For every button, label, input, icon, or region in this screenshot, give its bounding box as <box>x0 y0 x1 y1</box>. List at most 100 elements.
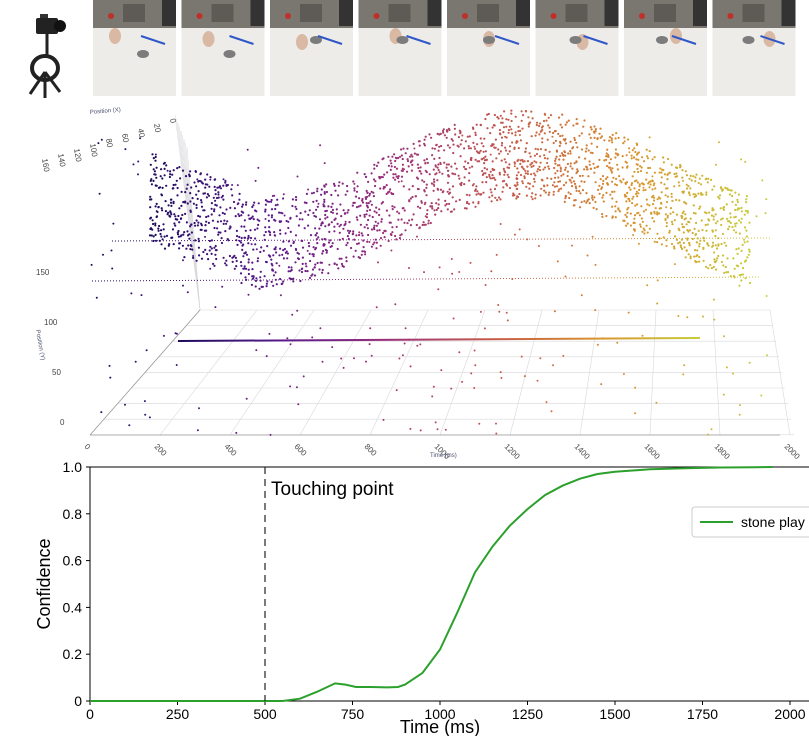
event-point <box>436 428 439 431</box>
event-point <box>695 260 698 263</box>
event-point <box>179 235 182 238</box>
event-point <box>373 184 377 188</box>
event-point <box>552 193 555 196</box>
event-point <box>356 185 359 188</box>
event-point <box>315 208 318 211</box>
event-point <box>710 178 713 181</box>
event-point <box>705 193 708 196</box>
event-point <box>287 220 290 223</box>
event-point <box>686 316 689 319</box>
event-point <box>256 257 260 260</box>
event-point <box>403 221 406 224</box>
event-point <box>441 191 444 194</box>
event-point <box>580 180 583 183</box>
event-point <box>486 113 489 116</box>
event-point <box>672 245 676 248</box>
scatter3d-labels: 0 200 400 600 800 1000 1200 1400 1600 1800 2000050… <box>36 118 802 460</box>
event-point <box>240 264 243 267</box>
event-point <box>211 219 215 222</box>
event-point <box>560 187 563 190</box>
event-point <box>513 184 517 187</box>
event-point <box>611 205 614 208</box>
event-point <box>274 207 277 211</box>
event-point <box>337 184 340 187</box>
event-point <box>154 173 157 176</box>
event-point <box>670 195 673 198</box>
event-point <box>100 138 103 141</box>
event-point <box>286 337 289 340</box>
event-point <box>333 225 336 228</box>
event-point <box>222 178 225 181</box>
event-point <box>352 255 355 258</box>
event-point <box>660 176 663 179</box>
event-point <box>425 183 428 186</box>
axis-x-tick: 0 <box>168 118 178 124</box>
event-point <box>671 199 674 202</box>
event-point <box>282 249 285 252</box>
event-point <box>238 192 241 195</box>
event-point <box>431 395 434 398</box>
event-point <box>478 151 481 154</box>
event-point <box>494 138 497 141</box>
event-point <box>180 217 183 220</box>
event-point <box>276 198 279 201</box>
x-tick-label: 0 <box>86 706 94 722</box>
event-point <box>695 173 698 176</box>
event-point <box>646 155 649 158</box>
event-point <box>330 210 333 214</box>
event-point <box>596 166 599 169</box>
event-point <box>183 256 186 259</box>
event-point <box>724 265 727 269</box>
event-point <box>499 223 502 225</box>
event-point <box>605 214 608 218</box>
event-point <box>264 260 268 263</box>
event-point <box>590 128 593 131</box>
event-point <box>160 235 163 238</box>
event-point <box>530 195 533 198</box>
event-point <box>485 176 488 179</box>
event-point <box>174 183 177 186</box>
event-point <box>699 239 702 242</box>
event-point <box>504 146 507 149</box>
x-tick-label: 1250 <box>512 706 543 722</box>
event-point <box>625 195 628 198</box>
event-point <box>437 203 440 206</box>
event-point <box>475 123 478 126</box>
event-point <box>656 232 659 235</box>
event-point <box>516 183 519 186</box>
event-point <box>666 214 669 217</box>
event-point <box>497 196 501 199</box>
event-point <box>157 227 160 230</box>
event-point <box>535 152 539 156</box>
event-point <box>197 246 200 249</box>
event-point <box>197 214 200 218</box>
event-point <box>271 269 274 272</box>
event-point <box>305 201 308 205</box>
event-point <box>382 231 385 235</box>
event-point <box>357 205 360 208</box>
event-point <box>291 313 294 316</box>
event-point <box>163 247 167 250</box>
event-point <box>635 158 638 161</box>
event-point <box>390 165 393 168</box>
event-point <box>666 187 669 190</box>
event-point <box>479 149 482 152</box>
event-point <box>499 133 502 136</box>
event-point <box>482 172 485 175</box>
event-point <box>255 210 258 213</box>
event-point <box>327 272 330 275</box>
event-point <box>309 234 313 237</box>
event-point <box>685 183 688 186</box>
event-point <box>668 171 672 174</box>
event-point <box>190 231 193 234</box>
event-point <box>509 145 512 148</box>
event-point <box>688 241 691 244</box>
event-point <box>236 235 239 238</box>
event-point <box>656 302 659 305</box>
event-point <box>421 223 424 227</box>
event-point <box>391 231 394 234</box>
event-point <box>346 229 350 232</box>
event-point <box>548 167 551 170</box>
event-point <box>642 227 645 230</box>
event-point <box>693 195 696 199</box>
